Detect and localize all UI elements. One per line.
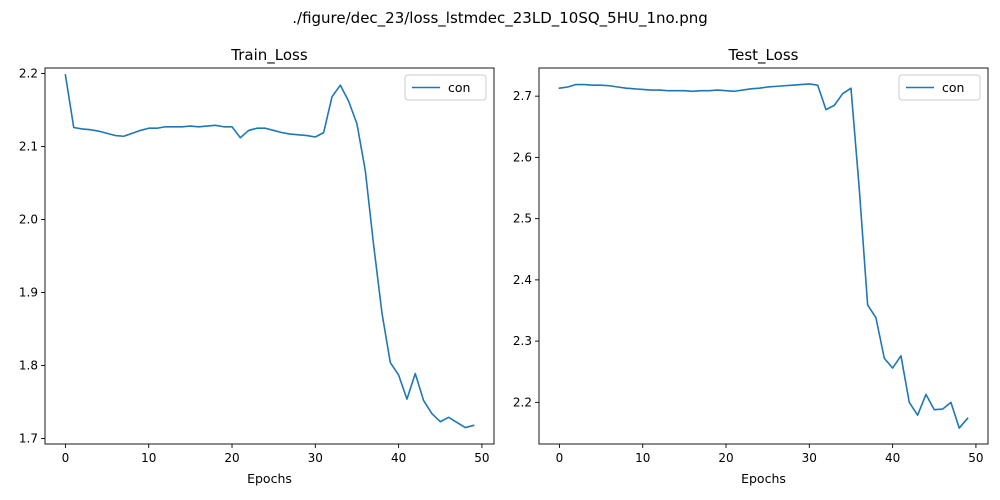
test-series-line-con [558,83,969,429]
test-ytick-label: 2.5 [513,212,532,226]
test-legend-label: con [942,80,964,95]
train-xtick-label: 30 [308,451,323,465]
train-legend: con [404,74,487,101]
test-loss-panel: Test_Loss 0 10 20 30 40 50 2.2 2.3 2.4 2.5 2.6 2.7 Ep… [513,46,989,486]
test-xtick-label: 40 [885,451,900,465]
train-xtick-label: 40 [391,451,406,465]
train-loss-panel: Train_Loss 0 10 20 30 40 50 1.7 1.8 1.9 2.0 2.1 2.2 E… [19,46,495,486]
test-axes-frame [538,67,989,445]
train-xtick-label: 0 [62,451,70,465]
figure-suptitle: ./figure/dec_23/loss_lstmdec_23LD_10SQ_5… [292,9,708,28]
test-xtick-label: 20 [718,451,733,465]
test-xtick-label: 10 [635,451,650,465]
test-legend-box [898,74,981,101]
train-legend-box [404,74,487,101]
train-ytick-label: 1.7 [19,432,38,446]
test-xtick-label: 0 [556,451,564,465]
train-title: Train_Loss [230,46,308,65]
train-xtick-label: 10 [141,451,156,465]
train-series-line-con [64,74,475,429]
test-title: Test_Loss [728,46,799,65]
train-xtick-label: 50 [474,451,489,465]
train-ytick-label: 2.1 [19,139,38,153]
test-ytick-label: 2.2 [513,395,532,409]
test-legend: con [898,74,981,101]
train-ytick-label: 1.8 [19,359,38,373]
train-xlabel: Epochs [247,471,292,486]
train-ytick-label: 2.0 [19,212,38,226]
test-xtick-label: 50 [968,451,983,465]
test-ytick-label: 2.6 [513,150,532,164]
train-legend-label: con [448,80,470,95]
train-ytick-label: 2.2 [19,66,38,80]
test-ytick-label: 2.7 [513,89,532,103]
train-ytick-label: 1.9 [19,286,38,300]
test-xlabel: Epochs [741,471,786,486]
test-xtick-label: 30 [802,451,817,465]
test-ytick-label: 2.3 [513,334,532,348]
train-xtick-label: 20 [224,451,239,465]
train-axes-frame [44,67,495,445]
test-ytick-label: 2.4 [513,273,532,287]
